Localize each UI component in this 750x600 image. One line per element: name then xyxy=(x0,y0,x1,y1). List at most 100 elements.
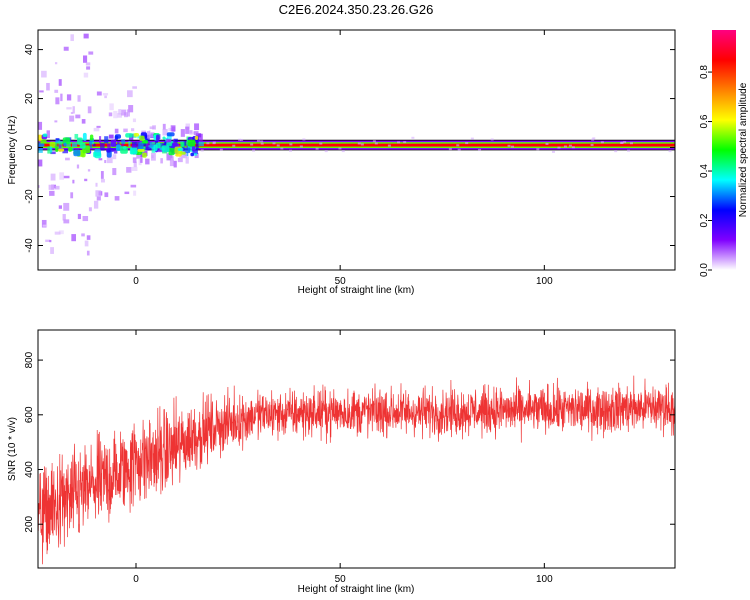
spectrogram-cell xyxy=(126,109,130,117)
spectrogram-cell xyxy=(212,141,216,144)
spectrogram-cell xyxy=(95,182,98,187)
spectrogram-cell xyxy=(49,239,52,243)
spectrogram-cell xyxy=(180,143,185,152)
spectrogram-cell xyxy=(121,109,127,116)
spectrogram-cell xyxy=(106,156,113,164)
spectrogram-cell xyxy=(73,149,81,157)
spectrogram-panel: 0 50 100 -40 -20 0 20 40 Height of straight li… xyxy=(7,29,676,296)
spectrogram-cell xyxy=(143,146,146,152)
spectrogram-cell xyxy=(72,106,75,114)
spectrogram-cell xyxy=(68,147,73,152)
spectrogram-cell xyxy=(128,105,134,113)
spectrogram-cell xyxy=(457,148,461,151)
spectrogram-cell xyxy=(57,148,65,152)
colorbar-tick-label: 0.0 xyxy=(699,263,710,277)
spectrogram-cell xyxy=(173,160,177,168)
spectrogram-cell xyxy=(260,142,264,145)
spectrogram-cell xyxy=(60,93,63,102)
spectrogram-cell xyxy=(124,191,130,195)
spectrogram-cell xyxy=(38,121,43,130)
y-tick-label: 600 xyxy=(24,406,35,423)
spectrogram-cell xyxy=(289,149,293,152)
spectrogram-cell xyxy=(511,145,515,148)
spectrogram-cell xyxy=(112,154,117,160)
spectrogram-cell xyxy=(250,143,254,146)
spectrogram-cell xyxy=(168,147,175,156)
spectrogram-cell xyxy=(114,196,120,201)
spectrogram-cell xyxy=(85,62,91,66)
spectrogram-cell xyxy=(177,147,184,152)
spectrogram-cell xyxy=(193,131,199,136)
spectrogram-cell xyxy=(47,146,52,154)
spectrogram-cell xyxy=(240,138,244,141)
spectrogram-cell xyxy=(133,190,137,196)
spectrogram-cell xyxy=(113,110,118,119)
spectrogram-band-core xyxy=(38,143,675,147)
spectrogram-cell xyxy=(161,143,166,148)
spectrogram-cell xyxy=(107,143,111,151)
spectrogram-cell xyxy=(143,143,147,147)
spectrogram-cell xyxy=(63,219,70,224)
spectrogram-cell xyxy=(372,140,376,143)
y-tick-label: 200 xyxy=(24,515,35,532)
spectrogram-cell xyxy=(54,231,61,235)
spectrogram-cell xyxy=(131,166,138,171)
spectrogram-cell xyxy=(563,145,567,148)
spectrogram-cell xyxy=(196,141,199,149)
spectrogram-cell xyxy=(121,143,124,147)
spectrogram-cell xyxy=(397,141,401,144)
spectrogram-cell xyxy=(55,97,60,105)
spectrogram-cell xyxy=(341,150,345,153)
spectrogram-cell xyxy=(95,190,102,197)
spectrogram-cell xyxy=(93,143,96,147)
spectrogram-x-ticks: 0 50 100 xyxy=(133,30,553,287)
spectrogram-cell xyxy=(49,141,56,147)
spectrogram-cell xyxy=(147,142,152,147)
spectrogram-cell xyxy=(141,139,149,144)
spectrogram-cell xyxy=(49,146,53,153)
colorbar-tick-label: 0.8 xyxy=(699,65,710,79)
spectrogram-cell xyxy=(50,151,56,155)
spectrogram-cell xyxy=(169,140,175,144)
spectrogram-cell xyxy=(276,144,280,147)
snr-y-ticks: 200 400 600 800 xyxy=(24,351,675,533)
spectrogram-cell xyxy=(110,139,117,147)
spectrogram-cell xyxy=(77,95,81,102)
spectrogram-cell xyxy=(192,131,195,135)
spectrogram-cell xyxy=(102,93,109,96)
spectrogram-cell xyxy=(83,72,89,78)
spectrogram-cell xyxy=(145,158,150,165)
spectrogram-cell xyxy=(470,137,474,140)
spectrogram-cell xyxy=(172,139,176,142)
spectrogram-cell xyxy=(66,142,71,148)
spectrogram-cell xyxy=(93,127,100,132)
spectrogram-cell xyxy=(166,133,172,141)
spectrogram-cell xyxy=(238,138,242,141)
spectrogram-cell xyxy=(140,156,143,163)
y-tick-label: 0 xyxy=(24,144,35,150)
spectrogram-cell xyxy=(162,123,166,130)
spectrogram-cell xyxy=(121,139,126,145)
spectrogram-cell xyxy=(161,145,170,153)
spectrogram-cell xyxy=(126,167,132,173)
spectrogram-cell xyxy=(86,66,91,70)
spectrogram-cell xyxy=(134,141,140,148)
x-tick-label: 0 xyxy=(133,574,139,585)
spectrogram-cell xyxy=(108,112,113,117)
spectrogram-cell xyxy=(315,147,319,150)
spectrogram-cell xyxy=(167,156,174,161)
spectrogram-cell xyxy=(507,144,511,147)
spectrogram-cell xyxy=(41,70,47,78)
spectrogram-cell xyxy=(139,135,145,141)
spectrogram-cell xyxy=(46,82,50,91)
spectrogram-cell xyxy=(42,133,48,138)
spectrogram-cell xyxy=(88,207,92,212)
spectrogram-cell xyxy=(189,130,193,134)
spectrogram-cell xyxy=(623,141,627,144)
spectrogram-cell xyxy=(592,137,596,140)
spectrogram-cell xyxy=(187,139,196,147)
spectrogram-cell xyxy=(146,131,151,139)
colorbar-tick-label: 0.2 xyxy=(699,213,710,227)
spectrogram-cell xyxy=(104,160,107,164)
spectrogram-cell xyxy=(38,146,43,153)
